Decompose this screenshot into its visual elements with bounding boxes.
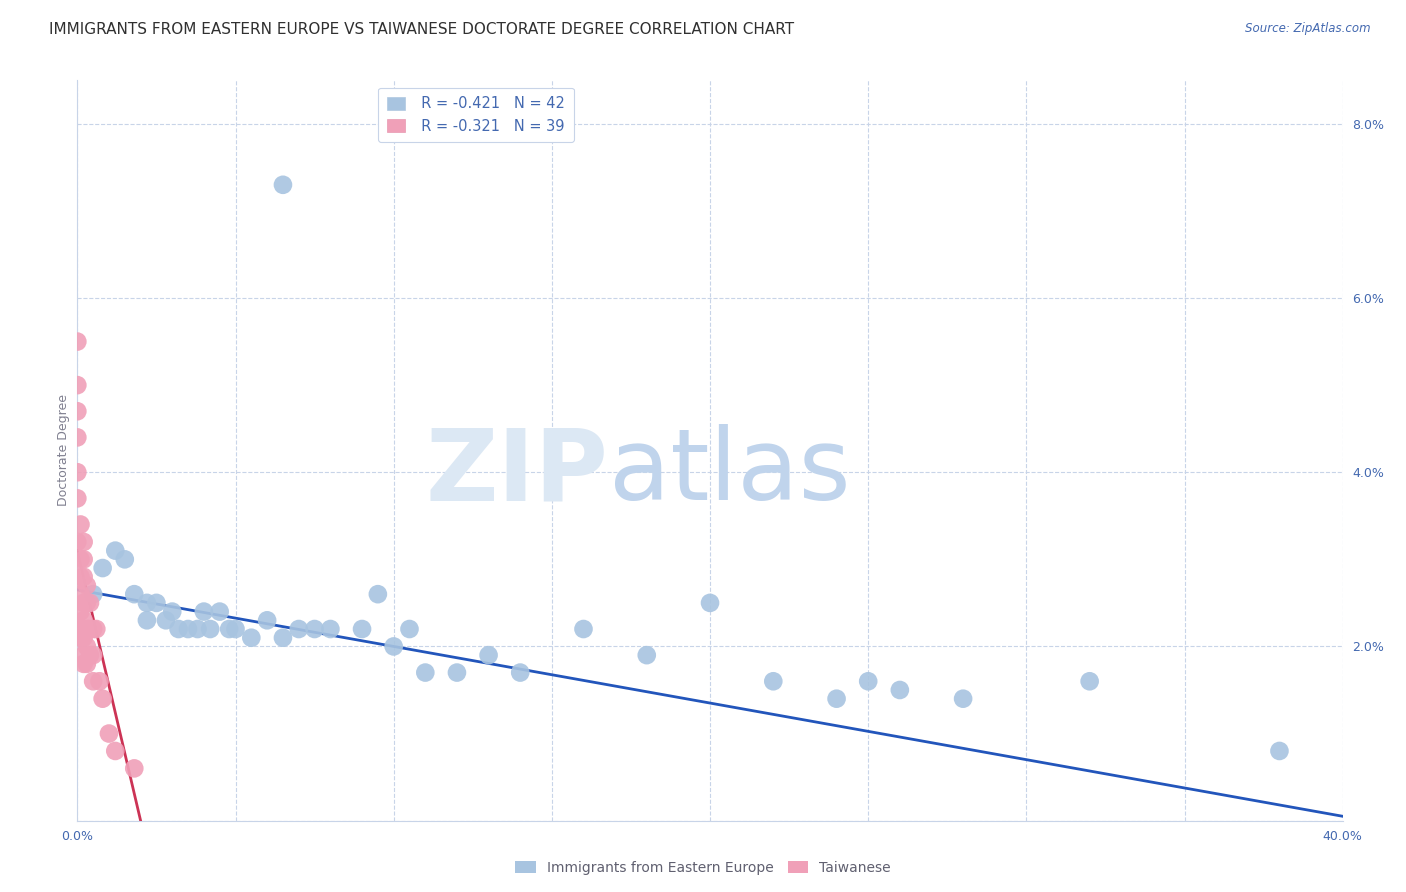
Point [225, 622, 247, 636]
Point [136, 596, 159, 610]
Point [509, 665, 531, 680]
Point [66, 378, 89, 392]
Point [415, 665, 437, 680]
Point [352, 622, 374, 636]
Point [104, 543, 127, 558]
Point [89, 674, 111, 689]
Point [145, 596, 167, 610]
Point [256, 613, 278, 627]
Point [177, 622, 200, 636]
Point [478, 648, 501, 662]
Point [79, 622, 101, 636]
Text: Source: ZipAtlas.com: Source: ZipAtlas.com [1246, 22, 1371, 36]
Point [69, 552, 91, 566]
Point [73, 552, 96, 566]
Point [446, 665, 468, 680]
Point [69, 587, 91, 601]
Point [271, 631, 294, 645]
Point [66, 334, 89, 349]
Point [91, 561, 114, 575]
Point [319, 622, 342, 636]
Point [69, 517, 91, 532]
Point [825, 691, 848, 706]
Point [66, 465, 89, 479]
Point [762, 674, 785, 689]
Point [76, 622, 98, 636]
Point [76, 640, 98, 654]
Point [79, 596, 101, 610]
Point [66, 430, 89, 444]
Point [66, 404, 89, 418]
Point [1078, 674, 1101, 689]
Point [288, 622, 311, 636]
Point [193, 605, 215, 619]
Text: atlas: atlas [609, 425, 851, 521]
Legend:   R = -0.421   N = 42,   R = -0.321   N = 39: R = -0.421 N = 42, R = -0.321 N = 39 [378, 87, 574, 143]
Point [73, 648, 96, 662]
Point [114, 552, 136, 566]
Legend: Immigrants from Eastern Europe, Taiwanese: Immigrants from Eastern Europe, Taiwanes… [509, 855, 897, 880]
Point [271, 178, 294, 192]
Point [82, 648, 104, 662]
Point [86, 622, 108, 636]
Point [382, 640, 405, 654]
Point [155, 613, 177, 627]
Point [572, 622, 595, 636]
Point [79, 648, 101, 662]
Point [136, 613, 159, 627]
Point [73, 631, 96, 645]
Text: ZIP: ZIP [426, 425, 609, 521]
Point [636, 648, 658, 662]
Point [82, 674, 104, 689]
Point [73, 535, 96, 549]
Point [699, 596, 721, 610]
Point [73, 657, 96, 671]
Point [200, 622, 222, 636]
Point [76, 578, 98, 592]
Point [91, 691, 114, 706]
Point [69, 605, 91, 619]
Point [98, 726, 120, 740]
Point [66, 491, 89, 506]
Point [73, 596, 96, 610]
Point [104, 744, 127, 758]
Point [73, 613, 96, 627]
Point [82, 622, 104, 636]
Point [69, 631, 91, 645]
Point [218, 622, 240, 636]
Point [66, 535, 89, 549]
Point [367, 587, 389, 601]
Point [73, 570, 96, 584]
Y-axis label: Doctorate Degree: Doctorate Degree [58, 394, 70, 507]
Point [398, 622, 420, 636]
Point [69, 570, 91, 584]
Point [1268, 744, 1291, 758]
Point [208, 605, 231, 619]
Point [162, 605, 183, 619]
Point [858, 674, 880, 689]
Point [187, 622, 209, 636]
Point [167, 622, 190, 636]
Point [69, 622, 91, 636]
Point [124, 761, 146, 775]
Point [82, 587, 104, 601]
Point [76, 657, 98, 671]
Point [889, 683, 911, 698]
Point [124, 587, 146, 601]
Point [952, 691, 974, 706]
Point [76, 596, 98, 610]
Point [240, 631, 263, 645]
Text: IMMIGRANTS FROM EASTERN EUROPE VS TAIWANESE DOCTORATE DEGREE CORRELATION CHART: IMMIGRANTS FROM EASTERN EUROPE VS TAIWAN… [49, 22, 794, 37]
Point [304, 622, 326, 636]
